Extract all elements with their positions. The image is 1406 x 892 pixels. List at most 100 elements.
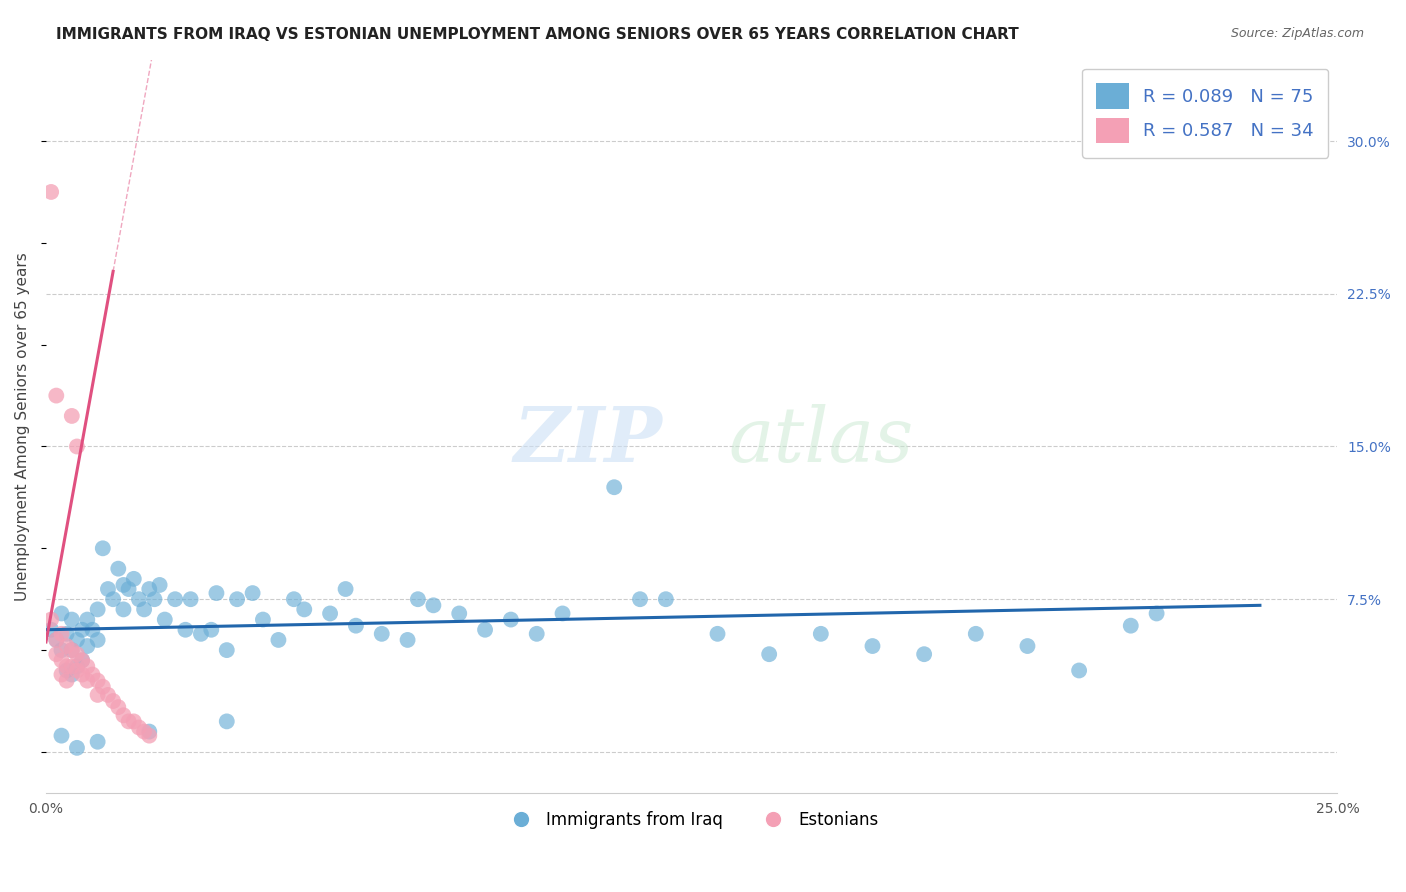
Point [66, 647, 89, 661]
Point [165, 592, 187, 607]
Point [76, 613, 98, 627]
Point [91, 541, 114, 556]
Point [283, 592, 305, 607]
Point [153, 613, 176, 627]
Point [474, 623, 496, 637]
Point [335, 582, 357, 596]
Point [422, 599, 444, 613]
Point [117, 714, 139, 729]
Text: ZIP: ZIP [515, 404, 662, 478]
Text: Source: ZipAtlas.com: Source: ZipAtlas.com [1230, 27, 1364, 40]
Point [810, 627, 832, 641]
Point [60, 613, 83, 627]
Point [128, 592, 150, 607]
Point [66, 740, 89, 755]
Point [76, 659, 98, 673]
Point [628, 592, 651, 607]
Point [51, 653, 73, 667]
Point [205, 586, 228, 600]
Point [76, 639, 98, 653]
Point [143, 592, 166, 607]
Point [70, 623, 93, 637]
Point [215, 643, 238, 657]
Point [242, 586, 264, 600]
Legend: Immigrants from Iraq, Estonians: Immigrants from Iraq, Estonians [498, 805, 886, 836]
Point [319, 607, 342, 621]
Point [396, 632, 419, 647]
Point [39, 613, 62, 627]
Point [39, 623, 62, 637]
Y-axis label: Unemployment Among Seniors over 65 years: Unemployment Among Seniors over 65 years [15, 252, 30, 600]
Point [1069, 664, 1091, 678]
Point [76, 673, 98, 688]
Point [174, 623, 197, 637]
Point [101, 694, 124, 708]
Point [82, 623, 104, 637]
Point [226, 592, 249, 607]
Point [551, 607, 574, 621]
Point [60, 643, 83, 657]
Point [122, 714, 145, 729]
Point [86, 602, 108, 616]
Point [117, 582, 139, 596]
Point [66, 440, 89, 454]
Point [138, 729, 160, 743]
Point [45, 632, 67, 647]
Point [526, 627, 548, 641]
Point [66, 659, 89, 673]
Point [449, 607, 471, 621]
Point [60, 409, 83, 423]
Point [86, 632, 108, 647]
Point [252, 613, 274, 627]
Point [51, 667, 73, 681]
Point [603, 480, 626, 494]
Point [60, 643, 83, 657]
Point [149, 578, 172, 592]
Point [70, 653, 93, 667]
Point [55, 627, 77, 641]
Point [292, 602, 315, 616]
Point [82, 667, 104, 681]
Point [112, 708, 135, 723]
Point [112, 602, 135, 616]
Point [45, 632, 67, 647]
Point [51, 627, 73, 641]
Point [86, 673, 108, 688]
Point [51, 607, 73, 621]
Point [55, 639, 77, 653]
Point [1146, 607, 1168, 621]
Point [70, 653, 93, 667]
Point [86, 688, 108, 702]
Point [55, 664, 77, 678]
Point [60, 667, 83, 681]
Point [60, 659, 83, 673]
Point [499, 613, 522, 627]
Point [180, 592, 202, 607]
Point [66, 664, 89, 678]
Text: IMMIGRANTS FROM IRAQ VS ESTONIAN UNEMPLOYMENT AMONG SENIORS OVER 65 YEARS CORREL: IMMIGRANTS FROM IRAQ VS ESTONIAN UNEMPLO… [56, 27, 1019, 42]
Text: atlas: atlas [728, 404, 914, 478]
Point [128, 721, 150, 735]
Point [97, 582, 120, 596]
Point [1017, 639, 1039, 653]
Point [215, 714, 238, 729]
Point [267, 632, 290, 647]
Point [55, 659, 77, 673]
Point [70, 667, 93, 681]
Point [190, 627, 212, 641]
Point [1119, 618, 1142, 632]
Point [107, 562, 129, 576]
Point [39, 185, 62, 199]
Point [138, 724, 160, 739]
Point [406, 592, 429, 607]
Point [91, 680, 114, 694]
Point [101, 592, 124, 607]
Point [112, 578, 135, 592]
Point [51, 729, 73, 743]
Point [86, 735, 108, 749]
Point [134, 724, 156, 739]
Point [371, 627, 394, 641]
Point [45, 647, 67, 661]
Point [51, 643, 73, 657]
Point [66, 632, 89, 647]
